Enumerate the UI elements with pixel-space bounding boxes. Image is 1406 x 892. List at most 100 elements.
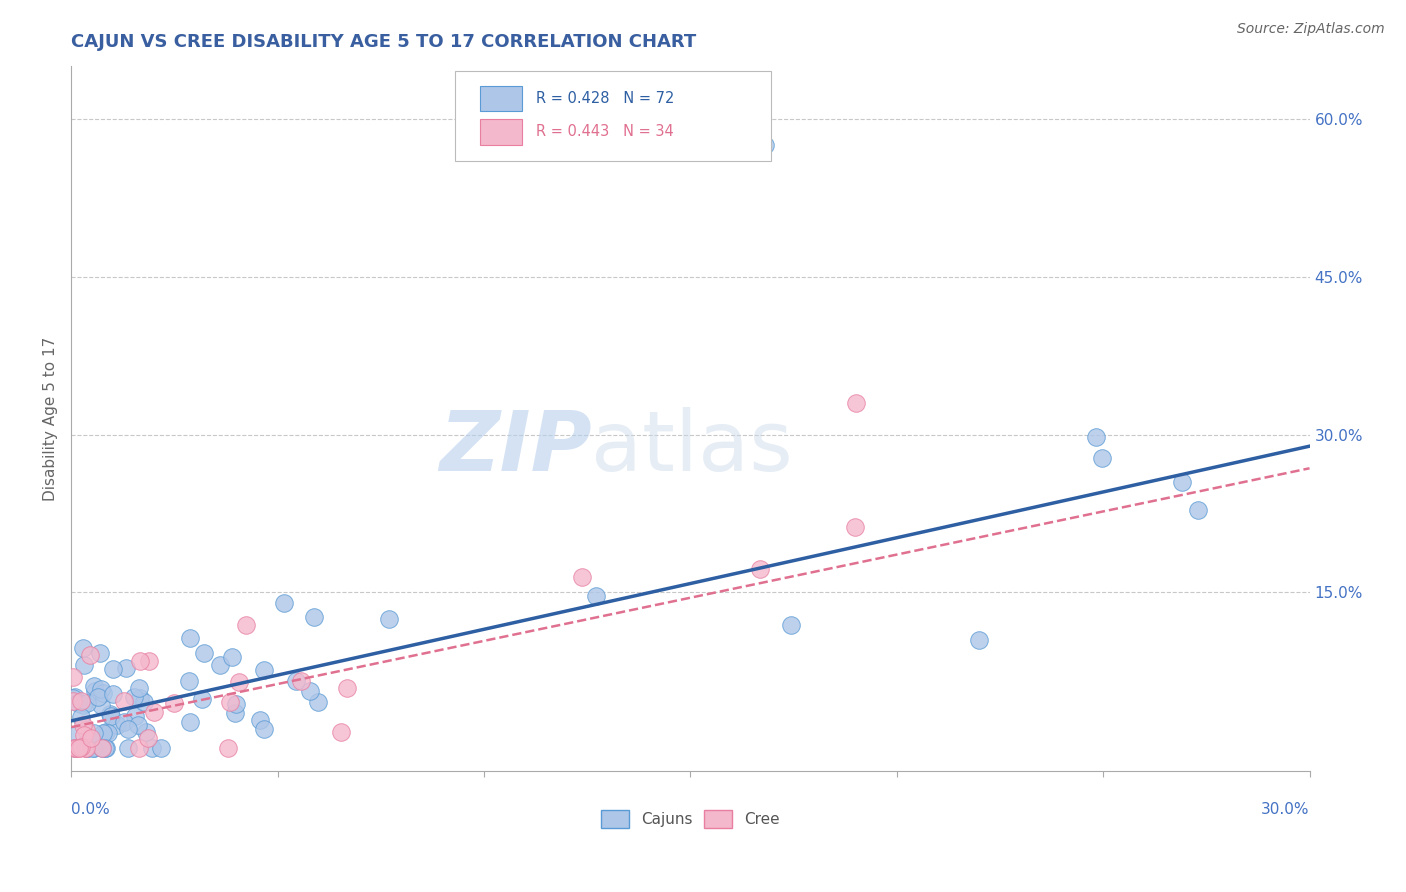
Point <box>218 695 240 709</box>
Point <box>135 725 157 739</box>
Point <box>97 726 120 740</box>
Point <box>112 693 135 707</box>
Text: ZIP: ZIP <box>439 407 592 488</box>
Point <box>105 717 128 731</box>
Text: 0.0%: 0.0% <box>72 802 110 817</box>
Point <box>79 731 101 745</box>
Point <box>69 694 91 708</box>
Point <box>1091 451 1114 466</box>
Point <box>83 680 105 694</box>
Text: R = 0.443   N = 34: R = 0.443 N = 34 <box>536 124 673 139</box>
Point <box>273 596 295 610</box>
Point <box>780 617 803 632</box>
Point <box>94 741 117 756</box>
Point <box>235 618 257 632</box>
FancyBboxPatch shape <box>456 71 770 161</box>
Point <box>115 661 138 675</box>
Point <box>224 706 246 721</box>
Point <box>298 683 321 698</box>
Point <box>208 657 231 672</box>
Point <box>117 722 139 736</box>
Point <box>83 726 105 740</box>
Point <box>136 731 159 745</box>
Point <box>73 728 96 742</box>
Point <box>75 741 97 756</box>
Point <box>228 675 250 690</box>
Point <box>63 690 86 704</box>
Point <box>62 670 84 684</box>
Point <box>83 741 105 756</box>
Point <box>132 696 155 710</box>
Point <box>90 698 112 712</box>
Point <box>112 714 135 729</box>
Point <box>221 650 243 665</box>
Point <box>75 723 97 738</box>
Point <box>329 725 352 739</box>
Point <box>122 690 145 704</box>
Text: CAJUN VS CREE DISABILITY AGE 5 TO 17 CORRELATION CHART: CAJUN VS CREE DISABILITY AGE 5 TO 17 COR… <box>72 33 696 51</box>
Point <box>844 520 866 534</box>
Point <box>82 741 104 756</box>
Point <box>124 709 146 723</box>
Point <box>93 741 115 756</box>
Text: atlas: atlas <box>592 407 793 488</box>
Point <box>86 690 108 705</box>
Point <box>70 710 93 724</box>
Point <box>89 646 111 660</box>
Point <box>253 722 276 736</box>
Text: Source: ZipAtlas.com: Source: ZipAtlas.com <box>1237 22 1385 37</box>
Point <box>128 741 150 756</box>
Point <box>249 714 271 728</box>
Point <box>70 739 93 754</box>
Point <box>307 695 329 709</box>
FancyBboxPatch shape <box>479 120 522 145</box>
Point <box>225 697 247 711</box>
Point <box>72 698 94 713</box>
Point <box>969 632 991 647</box>
Point <box>72 717 94 731</box>
Point <box>844 396 866 410</box>
Point <box>84 683 107 698</box>
FancyBboxPatch shape <box>479 86 522 112</box>
Point <box>1170 475 1192 490</box>
Point <box>217 741 239 756</box>
Point <box>179 714 201 729</box>
Text: 30.0%: 30.0% <box>1261 802 1309 817</box>
Point <box>77 741 100 756</box>
Point <box>67 696 90 710</box>
Legend: Cajuns, Cree: Cajuns, Cree <box>595 805 786 834</box>
Point <box>101 687 124 701</box>
Point <box>94 725 117 739</box>
Point <box>67 741 90 756</box>
Point <box>754 138 776 153</box>
Point <box>284 673 307 688</box>
Point <box>117 741 139 756</box>
Point <box>177 673 200 688</box>
Point <box>290 674 312 689</box>
Point <box>138 654 160 668</box>
Point <box>98 706 121 721</box>
Point <box>65 741 87 756</box>
Point <box>377 612 399 626</box>
Point <box>179 631 201 645</box>
Point <box>748 562 770 576</box>
Point <box>62 741 84 756</box>
Point <box>571 570 593 584</box>
Point <box>150 741 173 756</box>
Point <box>65 727 87 741</box>
Point <box>73 741 96 756</box>
Point <box>253 663 276 677</box>
Point <box>141 741 163 756</box>
Point <box>90 681 112 696</box>
Text: R = 0.428   N = 72: R = 0.428 N = 72 <box>536 91 673 106</box>
Point <box>100 709 122 723</box>
Point <box>91 725 114 739</box>
Point <box>76 741 98 756</box>
Point <box>127 718 149 732</box>
Point <box>336 681 359 695</box>
Point <box>73 658 96 673</box>
Point <box>76 696 98 710</box>
Point <box>129 691 152 706</box>
Point <box>128 681 150 695</box>
Point <box>585 589 607 603</box>
